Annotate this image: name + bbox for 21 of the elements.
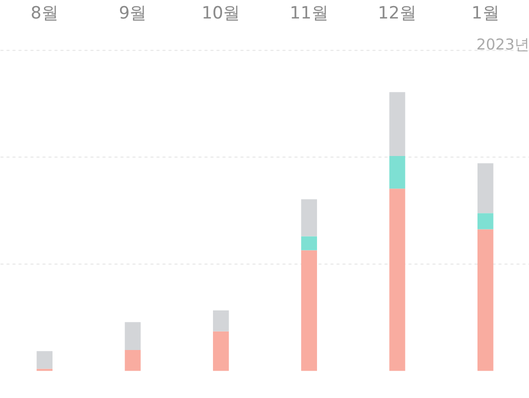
text: 2023년	[476, 36, 529, 54]
bar	[389, 92, 406, 156]
bar	[212, 331, 229, 371]
bar	[36, 351, 53, 369]
x-tick-label: 12월	[378, 4, 417, 24]
x-tick-label: 1월	[472, 4, 500, 24]
bar	[389, 156, 406, 189]
bar	[124, 322, 141, 350]
bar	[301, 236, 318, 250]
bar	[477, 229, 494, 371]
bar	[212, 310, 229, 332]
x-tick-label: 11월	[290, 4, 328, 24]
bar	[301, 250, 318, 371]
x-tick-label: 9월	[118, 4, 147, 24]
x-tick-label: 8월	[30, 4, 59, 24]
bar	[301, 199, 318, 236]
bar	[124, 350, 141, 371]
bar	[389, 188, 406, 371]
x-tick-label: 10월	[202, 4, 240, 24]
bar	[477, 213, 494, 230]
bar	[477, 163, 494, 214]
